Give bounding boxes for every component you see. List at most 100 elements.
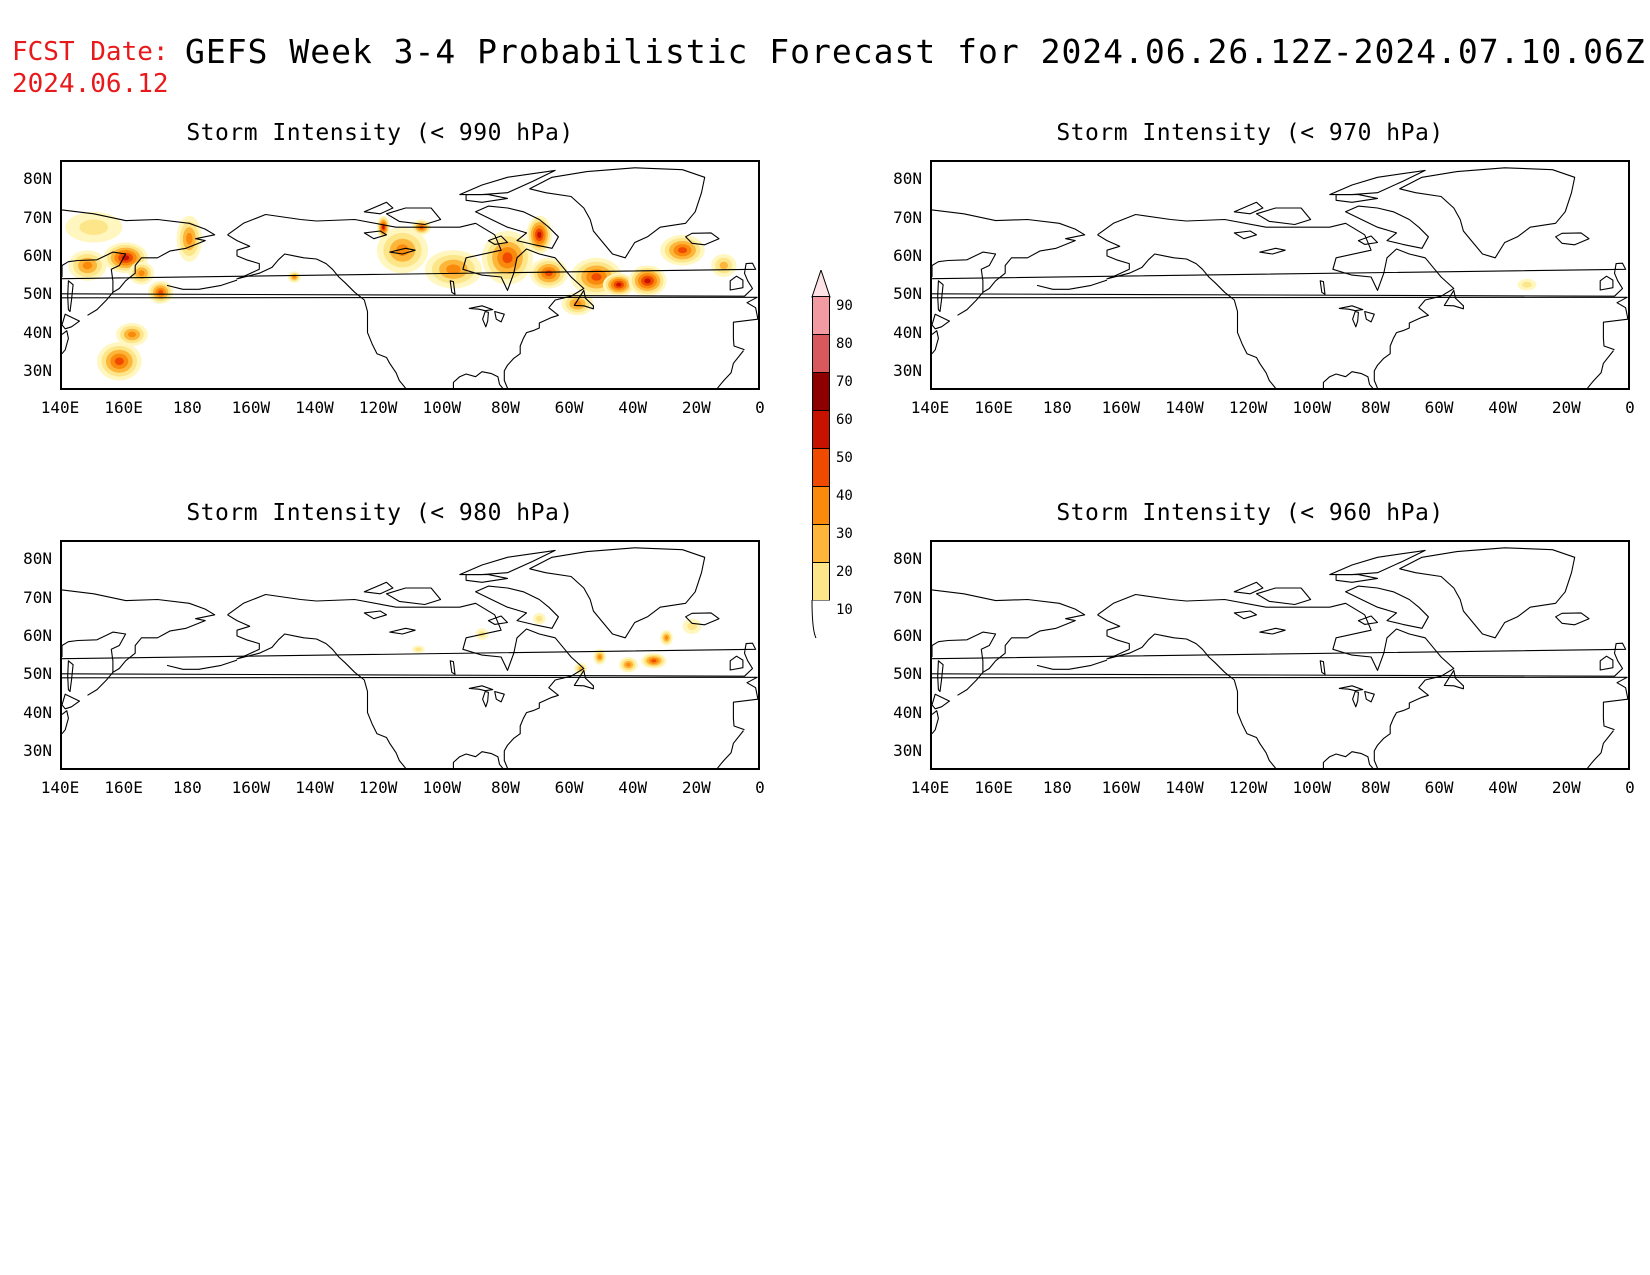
map-panel-990: Storm Intensity (< 990 hPa) 80N 70N 60N 50N… <box>0 120 765 420</box>
great-bear-lake-coastline <box>363 230 388 240</box>
alaska-west-coastline <box>227 614 407 768</box>
lon-tick-label: 160W <box>231 398 271 417</box>
southampton-coastline <box>487 235 509 245</box>
lon-tick-label: 160W <box>1101 398 1141 417</box>
sakhalin-coastline <box>67 280 74 313</box>
colorbar-legend: 10 20 30 40 50 60 70 80 90 <box>811 270 892 680</box>
banks-island-coastline <box>1233 201 1264 215</box>
lon-tick-label: 120W <box>1228 398 1268 417</box>
probability-blob <box>446 264 461 275</box>
lon-tick-label: 160E <box>974 778 1013 797</box>
russia-far-east-coastline <box>932 589 1086 673</box>
coastlines <box>62 167 758 388</box>
lake-huron-coastline <box>1364 690 1375 703</box>
probability-blob <box>545 270 553 277</box>
map-panel-970: Storm Intensity (< 970 hPa) 80N 70N 60N 50N… <box>870 120 1635 420</box>
map-svg <box>62 547 758 768</box>
colorbar-top-arrow <box>811 270 831 298</box>
africa-coastline <box>717 350 744 388</box>
ireland-coastline <box>729 275 744 291</box>
lake-winnipeg-coastline <box>449 280 456 295</box>
probability-blob <box>644 278 651 284</box>
russia-far-east-coastline <box>62 589 216 673</box>
probability-blob <box>114 357 124 366</box>
kamchatka-kurils-coastline <box>957 291 984 316</box>
alaska-west-coastline <box>1097 614 1277 768</box>
probability-blob <box>502 252 513 264</box>
probability-blob <box>678 247 687 254</box>
aleutians-coastline <box>1036 659 1108 670</box>
ireland-coastline <box>1599 275 1614 291</box>
lat-tick-label: 80N <box>23 549 52 569</box>
probability-blob <box>138 270 145 277</box>
map-area <box>930 160 1630 390</box>
honshu-coastline <box>62 710 69 735</box>
lat-tick-label: 70N <box>23 207 52 227</box>
greenland-coastline <box>1399 547 1576 639</box>
greenland-coastline <box>529 167 706 259</box>
southampton-coastline <box>1357 615 1379 625</box>
lon-tick-label: 20W <box>681 778 711 797</box>
lake-winnipeg-coastline <box>1319 280 1326 295</box>
coastlines <box>62 547 758 768</box>
colorbar-level-label: 20 <box>836 564 853 580</box>
baffin-island-coastline <box>475 205 559 249</box>
ireland-coastline <box>729 655 744 671</box>
victoria-island-coastline <box>1255 207 1312 226</box>
fcst-label-text: FCST Date: <box>12 37 169 67</box>
probability-blob <box>664 635 669 640</box>
aleutians-coastline <box>1036 279 1108 290</box>
lat-tick-label: 40N <box>893 702 922 722</box>
lat-tick-label: 60N <box>23 245 52 265</box>
victoria-island-coastline <box>385 587 442 606</box>
colorbar-swatch <box>812 334 830 372</box>
lon-tick-label: 60W <box>1424 778 1454 797</box>
newfoundland-coastline <box>1443 669 1464 690</box>
north-america-coastline <box>1097 593 1455 768</box>
lon-tick-label: 160E <box>974 398 1013 417</box>
great-slave-lake-coastline <box>1259 247 1286 255</box>
lon-tick-label: 160W <box>231 778 271 797</box>
colorbar-bottom-arrow <box>811 600 830 639</box>
russia-far-east-coastline <box>62 209 216 293</box>
probability-blob <box>616 282 622 287</box>
probability-blob <box>651 659 657 663</box>
iberia-france-coastline <box>932 296 1628 351</box>
victoria-island-coastline <box>1255 587 1312 606</box>
probability-blob <box>1522 281 1532 288</box>
lon-tick-label: 80W <box>491 398 520 417</box>
sakhalin-coastline <box>67 660 74 693</box>
panel-title: Storm Intensity (< 970 hPa) <box>1056 120 1444 146</box>
colorbar-swatch <box>812 562 830 600</box>
map-area <box>60 160 760 390</box>
lon-tick-label: 180 <box>1042 778 1072 797</box>
map-panel-980: Storm Intensity (< 980 hPa) 80N 70N 60N 50N… <box>0 500 765 800</box>
lon-tick-label: 120W <box>1228 778 1268 797</box>
probability-blob <box>591 273 602 281</box>
colorbar-level-label: 40 <box>836 488 853 504</box>
lat-tick-label: 50N <box>23 284 52 304</box>
great-lakes-coastline <box>1338 305 1364 312</box>
lat-tick-label: 30N <box>23 740 52 760</box>
lon-tick-label: 60W <box>554 398 584 417</box>
probability-blob <box>598 655 602 659</box>
lon-tick-label: 100W <box>422 778 462 797</box>
north-america-coastline <box>1097 213 1455 388</box>
colorbar-swatch <box>812 448 830 486</box>
britain-coastline <box>932 642 1627 677</box>
devon-island-coastline <box>1335 574 1379 583</box>
japan-coastline <box>62 313 81 330</box>
lon-tick-label: 140E <box>910 398 950 417</box>
sakhalin-coastline <box>937 280 944 313</box>
iceland-coastline <box>1555 232 1590 246</box>
fcst-date-text: 2024.06.12 <box>12 69 169 99</box>
lon-tick-label: 180 <box>172 398 202 417</box>
colorbar-swatch <box>812 410 830 448</box>
probability-blob <box>128 331 136 338</box>
baffin-island-coastline <box>475 585 559 629</box>
figure-title: GEFS Week 3-4 Probabilistic Forecast for… <box>185 32 1646 71</box>
lon-tick-label: 20W <box>1551 778 1581 797</box>
lon-tick-label: 140W <box>295 398 334 417</box>
lon-tick-label: 120W <box>358 778 398 797</box>
kamchatka-kurils-coastline <box>87 291 114 316</box>
